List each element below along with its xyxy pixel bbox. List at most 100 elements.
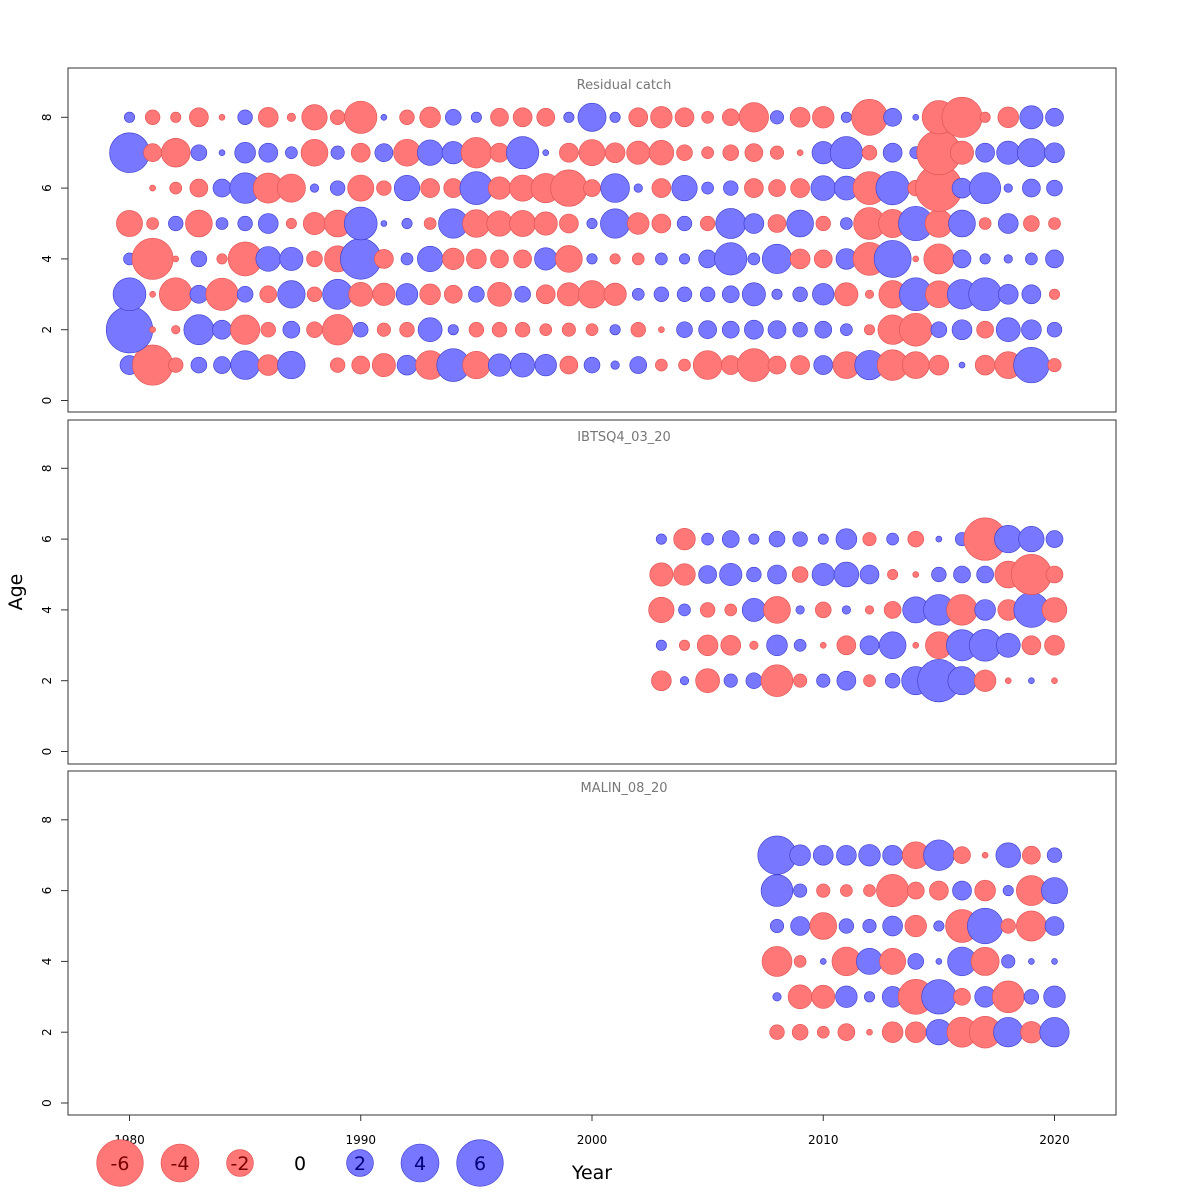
positive-residual-bubble (678, 253, 690, 265)
negative-residual-bubble (883, 601, 902, 619)
panel-title: IBTSQ4_03_20 (577, 430, 671, 445)
positive-residual-bubble (487, 353, 512, 377)
negative-residual-bubble (1010, 554, 1052, 595)
positive-residual-bubble (793, 883, 808, 898)
negative-residual-bubble (906, 881, 925, 900)
negative-residual-bubble (721, 108, 740, 127)
positive-residual-bubble (760, 874, 794, 907)
positive-residual-bubble (883, 107, 902, 127)
negative-residual-bubble (161, 137, 191, 168)
positive-residual-bubble (542, 149, 550, 156)
negative-residual-bubble (300, 138, 329, 167)
positive-residual-bubble (863, 991, 875, 1003)
negative-residual-bubble (306, 321, 323, 338)
negative-residual-bubble (376, 322, 391, 337)
negative-residual-bubble (559, 213, 579, 234)
negative-residual-bubble (678, 639, 690, 651)
negative-residual-bubble (372, 282, 396, 306)
negative-residual-bubble (864, 605, 875, 615)
negative-residual-bubble (866, 1028, 873, 1036)
negative-residual-bubble (673, 563, 696, 586)
positive-residual-bubble (859, 635, 880, 656)
positive-residual-bubble (812, 844, 834, 866)
positive-residual-bubble (213, 356, 231, 374)
positive-residual-bubble (279, 246, 304, 271)
positive-residual-bubble (514, 286, 531, 303)
positive-residual-bubble (676, 286, 693, 302)
positive-residual-bubble (812, 283, 835, 306)
positive-residual-bubble (701, 532, 714, 546)
positive-residual-bubble (343, 206, 378, 241)
positive-residual-bubble (676, 321, 693, 338)
positive-residual-bubble (996, 140, 1021, 165)
positive-residual-bubble (912, 114, 920, 121)
negative-residual-bubble (628, 107, 649, 128)
negative-residual-bubble (149, 184, 156, 192)
positive-residual-bubble (768, 530, 786, 548)
negative-residual-bubble (1049, 288, 1061, 300)
positive-residual-bubble (631, 287, 645, 301)
positive-residual-bubble (786, 209, 814, 238)
negative-residual-bubble (350, 142, 371, 163)
negative-residual-bubble (902, 351, 930, 379)
positive-residual-bubble (190, 250, 208, 268)
y-tick-label: 6 (40, 887, 54, 895)
negative-residual-bubble (974, 354, 996, 376)
negative-residual-bubble (1023, 215, 1040, 232)
positive-residual-bubble (997, 213, 1019, 234)
positive-residual-bubble (840, 111, 852, 123)
negative-residual-bubble (1047, 358, 1062, 373)
positive-residual-bubble (947, 666, 977, 696)
negative-residual-bubble (912, 641, 920, 649)
positive-residual-bubble (1039, 1017, 1070, 1048)
negative-residual-bubble (172, 255, 180, 263)
positive-residual-bubble (237, 215, 253, 232)
negative-residual-bubble (814, 601, 832, 619)
panel-title: MALIN_08_20 (581, 781, 668, 796)
positive-residual-bubble (935, 958, 943, 965)
panel-3: MALIN_08_20 0 2 4 6 8 (40, 770, 1117, 1116)
negative-residual-bubble (761, 946, 793, 977)
positive-residual-bubble (952, 249, 972, 269)
positive-residual-bubble (840, 323, 853, 337)
positive-residual-bubble (393, 175, 421, 202)
legend-bubble (456, 1139, 504, 1187)
positive-residual-bubble (882, 915, 903, 937)
positive-residual-bubble (1044, 916, 1065, 936)
positive-residual-bubble (721, 285, 740, 304)
negative-residual-bubble (861, 145, 878, 161)
negative-residual-bubble (898, 312, 933, 347)
negative-residual-bubble (561, 322, 576, 337)
x-tick-label: 2010 (808, 1133, 839, 1147)
positive-residual-bubble (875, 171, 910, 206)
negative-residual-bubble (276, 173, 306, 203)
negative-residual-bubble (692, 350, 723, 380)
negative-residual-bubble (836, 635, 857, 656)
positive-residual-bubble (769, 918, 785, 934)
positive-residual-bubble (744, 319, 764, 340)
positive-residual-bubble (629, 356, 648, 374)
negative-residual-bubble (419, 106, 441, 129)
negative-residual-bubble (992, 980, 1025, 1013)
negative-residual-bubble (929, 880, 949, 901)
negative-residual-bubble (371, 353, 396, 378)
legend-bubble (226, 1149, 254, 1177)
positive-residual-bubble (836, 670, 857, 691)
negative-residual-bubble (678, 358, 691, 372)
negative-residual-bubble (809, 912, 837, 940)
negative-residual-bubble (487, 176, 512, 200)
positive-residual-bubble (835, 528, 858, 550)
negative-residual-bubble (769, 1024, 785, 1040)
negative-residual-bubble (423, 217, 437, 230)
y-tick-label: 2 (40, 1028, 54, 1036)
negative-residual-bubble (169, 181, 183, 195)
positive-residual-bubble (1023, 989, 1040, 1005)
negative-residual-bubble (790, 178, 810, 198)
negative-residual-bubble (1045, 565, 1064, 584)
positive-residual-bubble (723, 180, 739, 196)
positive-residual-bubble (417, 317, 443, 343)
positive-residual-bubble (1002, 885, 1014, 897)
positive-residual-bubble (586, 218, 598, 230)
negative-residual-bubble (329, 357, 346, 373)
